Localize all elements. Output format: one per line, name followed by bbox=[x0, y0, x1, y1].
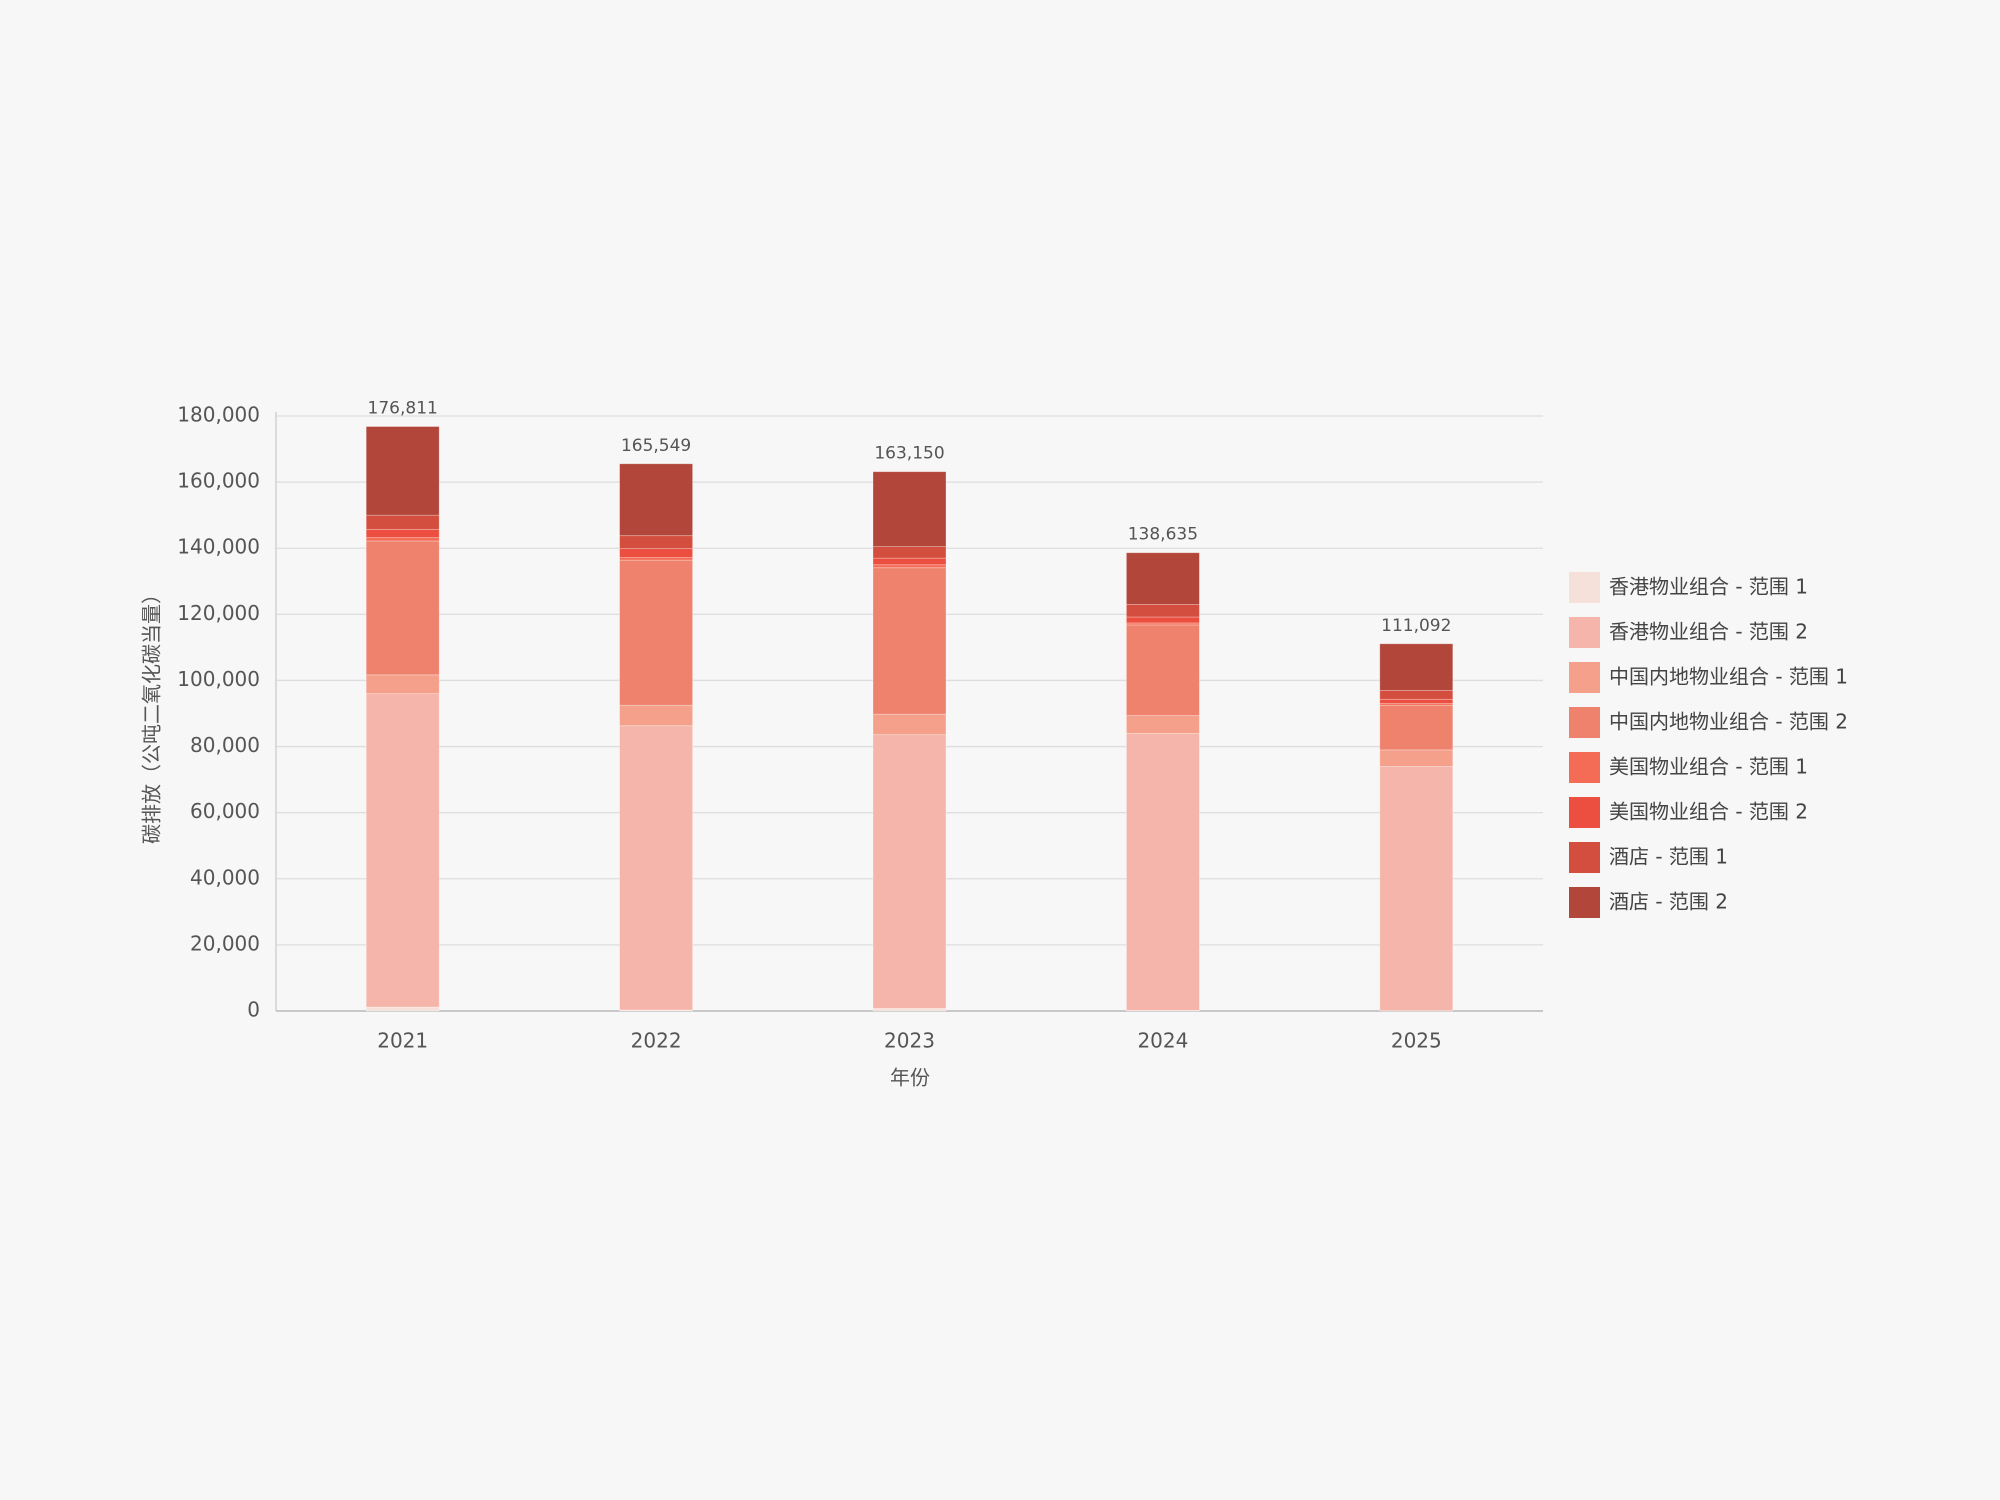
bar-segment bbox=[365, 528, 440, 539]
y-tick-label: 20,000 bbox=[190, 931, 260, 955]
bar-segment bbox=[619, 725, 693, 1011]
total-label: 111,092 bbox=[1381, 616, 1451, 636]
bar-segment bbox=[1379, 689, 1454, 700]
total-label: 138,635 bbox=[1128, 525, 1198, 545]
bar-segment bbox=[872, 546, 947, 559]
bar-segment bbox=[619, 535, 693, 549]
total-label: 165,549 bbox=[621, 436, 691, 456]
bar-segment bbox=[619, 559, 693, 706]
legend-label: 中国内地物业组合 - 范围 2 bbox=[1609, 710, 1848, 734]
bar-segment bbox=[619, 463, 693, 537]
legend-swatch bbox=[1569, 572, 1600, 603]
x-tick-label: 2022 bbox=[631, 1029, 682, 1053]
bar-segment bbox=[1379, 704, 1454, 751]
legend-label: 美国物业组合 - 范围 2 bbox=[1609, 800, 1808, 824]
bar-segment bbox=[365, 1006, 440, 1012]
legend-swatch bbox=[1569, 752, 1600, 783]
bar-segment bbox=[619, 704, 693, 727]
legend-swatch bbox=[1569, 617, 1600, 648]
bar-segment bbox=[365, 426, 440, 516]
y-tick-label: 0 bbox=[247, 998, 260, 1022]
legend-swatch bbox=[1569, 797, 1600, 828]
bar-segment bbox=[1379, 698, 1454, 704]
legend-label: 香港物业组合 - 范围 1 bbox=[1609, 575, 1808, 599]
legend-label: 美国物业组合 - 范围 1 bbox=[1609, 755, 1808, 779]
y-tick-label: 40,000 bbox=[190, 865, 260, 889]
bar-segment bbox=[872, 567, 947, 715]
bar-segment bbox=[872, 564, 947, 569]
bar-segment bbox=[1379, 643, 1454, 691]
legend-swatch bbox=[1569, 707, 1600, 738]
y-tick-label: 80,000 bbox=[190, 733, 260, 757]
bar-segment bbox=[365, 537, 440, 542]
y-axis-title: 碳排放（公吨二氧化碳当量） bbox=[140, 584, 164, 844]
bar-segment bbox=[619, 1009, 693, 1012]
bar-segment bbox=[1126, 552, 1200, 605]
x-tick-label: 2021 bbox=[377, 1029, 428, 1053]
bar-segment bbox=[619, 548, 693, 558]
y-tick-label: 180,000 bbox=[177, 403, 260, 427]
legend-label: 酒店 - 范围 1 bbox=[1609, 845, 1728, 869]
x-tick-label: 2024 bbox=[1137, 1029, 1188, 1053]
bar-segment bbox=[365, 674, 440, 695]
y-tick-label: 60,000 bbox=[190, 799, 260, 823]
legend-label: 酒店 - 范围 2 bbox=[1609, 890, 1728, 914]
bar-segment bbox=[872, 734, 947, 1009]
bar-segment bbox=[872, 557, 947, 566]
legend-swatch bbox=[1569, 842, 1600, 873]
total-label: 163,150 bbox=[874, 444, 944, 464]
x-axis-title: 年份 bbox=[890, 1066, 930, 1090]
legend-label: 中国内地物业组合 - 范围 1 bbox=[1609, 665, 1848, 689]
legend-label: 香港物业组合 - 范围 2 bbox=[1609, 620, 1808, 644]
bar-segment bbox=[365, 540, 440, 676]
bar-segment bbox=[1126, 616, 1200, 624]
bar-segment bbox=[1379, 749, 1454, 767]
legend-swatch bbox=[1569, 887, 1600, 918]
bar-segment bbox=[365, 693, 440, 1008]
bar-segment bbox=[1126, 624, 1200, 716]
y-tick-label: 120,000 bbox=[177, 601, 260, 625]
bar-segment bbox=[1126, 715, 1200, 734]
legend-swatch bbox=[1569, 662, 1600, 693]
x-tick-label: 2025 bbox=[1391, 1029, 1442, 1053]
total-label: 176,811 bbox=[368, 399, 438, 419]
y-tick-label: 140,000 bbox=[177, 535, 260, 559]
y-tick-label: 160,000 bbox=[177, 469, 260, 493]
bar-segment bbox=[1126, 604, 1200, 618]
bar-segment bbox=[1126, 732, 1200, 1011]
x-tick-label: 2023 bbox=[884, 1029, 935, 1053]
bar-segment bbox=[365, 514, 440, 530]
y-tick-label: 100,000 bbox=[177, 667, 260, 691]
bar-segment bbox=[872, 713, 947, 736]
bar-segment bbox=[872, 471, 947, 547]
bar-segment bbox=[1379, 765, 1454, 1012]
